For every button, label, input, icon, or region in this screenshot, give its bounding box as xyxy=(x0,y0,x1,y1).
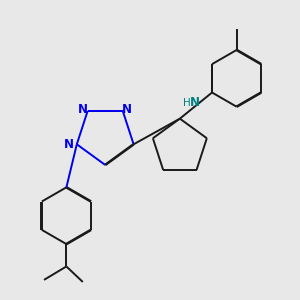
Text: N: N xyxy=(190,96,200,109)
Text: H: H xyxy=(182,98,190,109)
Text: N: N xyxy=(64,138,74,151)
Text: N: N xyxy=(78,103,88,116)
Text: N: N xyxy=(122,103,132,116)
